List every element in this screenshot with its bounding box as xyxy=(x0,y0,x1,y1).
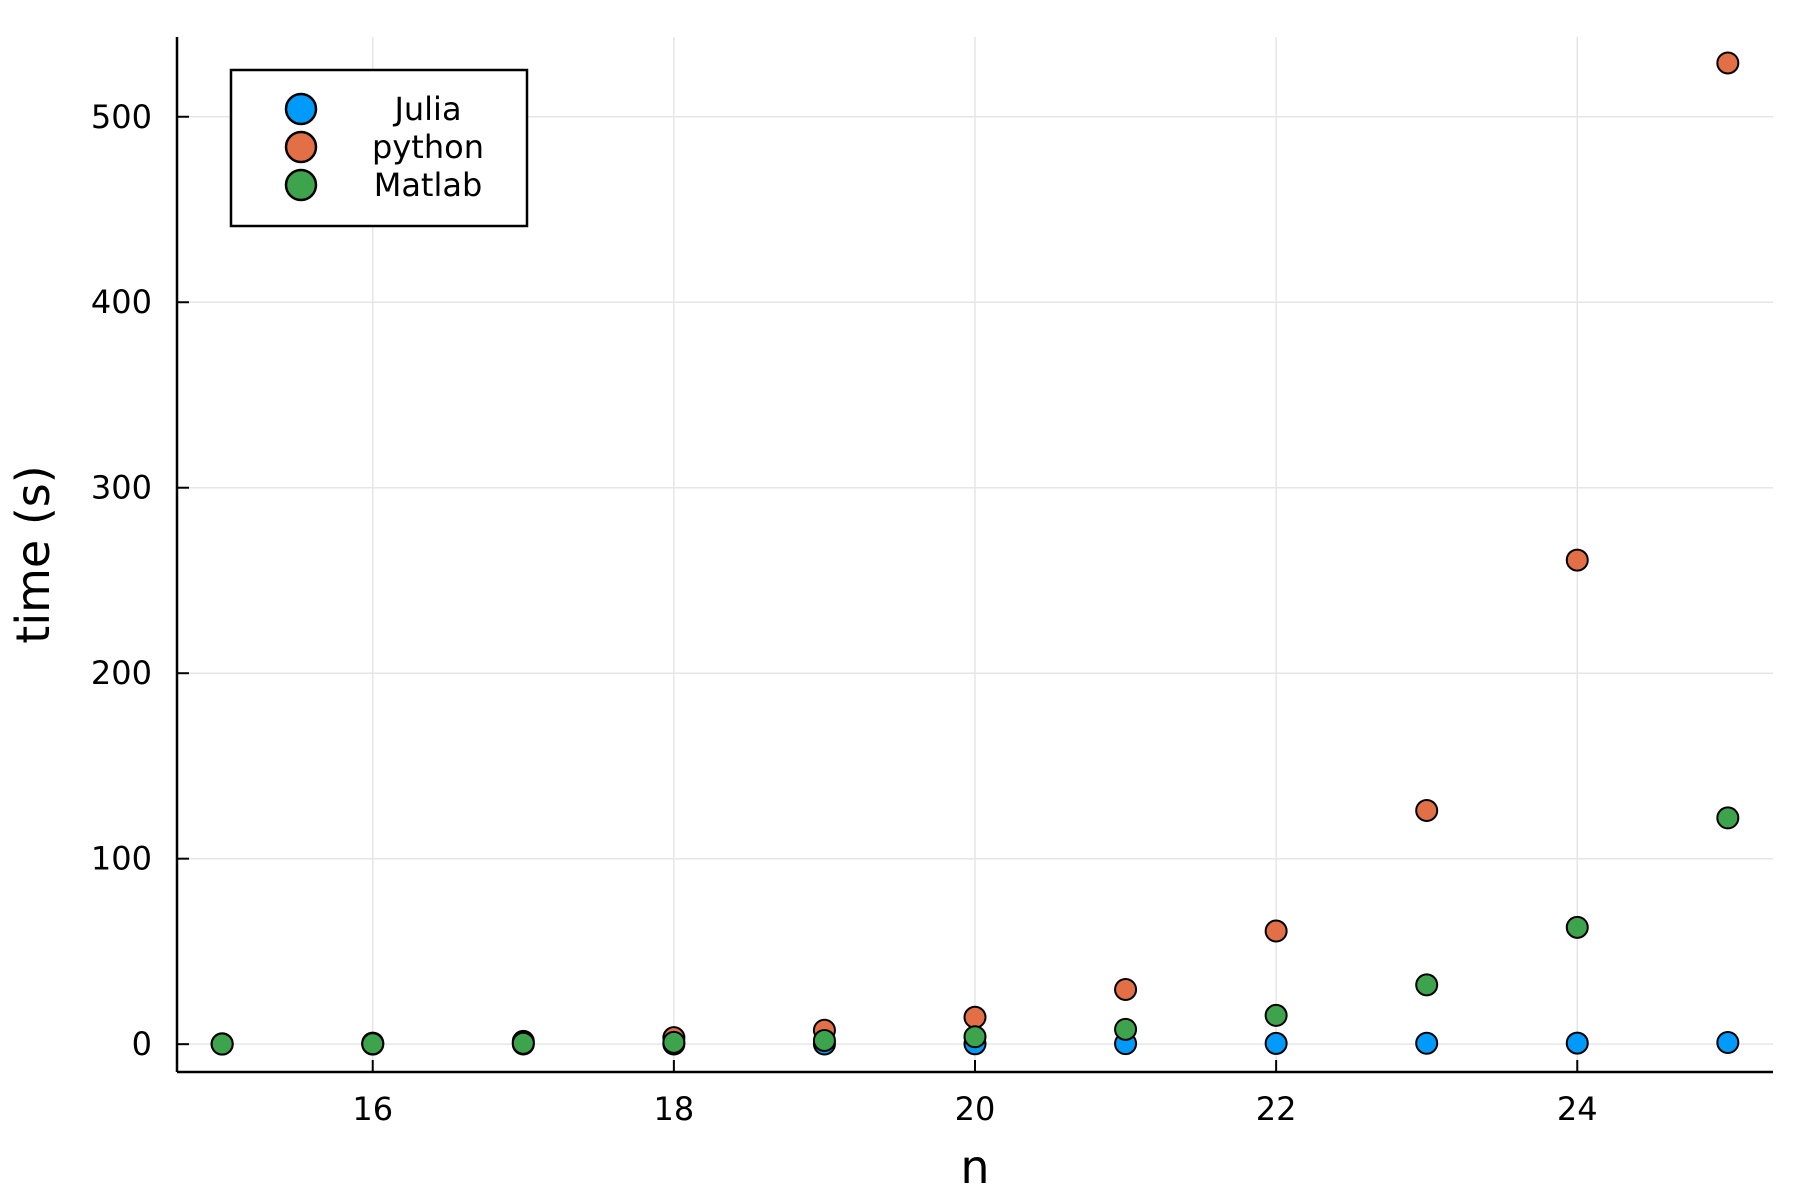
legend-label-julia: Julia xyxy=(392,90,461,128)
x-tick-label: 18 xyxy=(654,1090,695,1128)
y-tick-label: 0 xyxy=(132,1025,152,1063)
x-tick-label: 22 xyxy=(1256,1090,1297,1128)
data-point-python xyxy=(1565,548,1589,572)
data-point-matlab xyxy=(210,1032,234,1056)
data-point-julia xyxy=(1264,1031,1288,1055)
data-point-matlab xyxy=(1565,915,1589,939)
data-point-python xyxy=(1716,51,1740,75)
legend-marker-matlab xyxy=(284,168,318,202)
data-point-matlab xyxy=(662,1030,686,1054)
legend-marker-julia xyxy=(284,92,318,126)
data-point-matlab xyxy=(1114,1017,1138,1041)
legend-box xyxy=(229,68,529,228)
data-point-python xyxy=(1415,798,1439,822)
data-point-matlab xyxy=(1264,1003,1288,1027)
data-point-matlab xyxy=(511,1031,535,1055)
tick-labels: 16 18 20 22 24 0 100 200 300 400 500 xyxy=(91,98,1598,1128)
legend-label-python: python xyxy=(372,128,484,166)
x-tick-label: 20 xyxy=(955,1090,996,1128)
data-point-python xyxy=(1264,919,1288,943)
data-point-matlab xyxy=(361,1032,385,1056)
data-point-matlab xyxy=(1415,973,1439,997)
data-point-julia xyxy=(1415,1031,1439,1055)
legend-label-matlab: Matlab xyxy=(374,166,483,204)
legend-marker-python xyxy=(284,130,318,164)
y-tick-label: 100 xyxy=(91,840,152,878)
y-tick-label: 300 xyxy=(91,469,152,507)
data-point-julia xyxy=(1565,1031,1589,1055)
x-tick-label: 24 xyxy=(1557,1090,1598,1128)
data-point-matlab xyxy=(812,1028,836,1052)
x-tick-label: 16 xyxy=(352,1090,393,1128)
axes xyxy=(175,37,1773,1074)
y-tick-label: 200 xyxy=(91,654,152,692)
x-axis-label: n xyxy=(960,1140,989,1194)
data-point-python xyxy=(963,1005,987,1029)
data-points xyxy=(210,51,1740,1056)
data-point-matlab xyxy=(1716,806,1740,830)
data-point-matlab xyxy=(963,1025,987,1049)
data-point-julia xyxy=(1716,1031,1740,1055)
y-tick-label: 400 xyxy=(91,283,152,321)
y-tick-label: 500 xyxy=(91,98,152,136)
y-axis-label: time (s) xyxy=(6,465,60,643)
data-point-python xyxy=(1114,977,1138,1001)
